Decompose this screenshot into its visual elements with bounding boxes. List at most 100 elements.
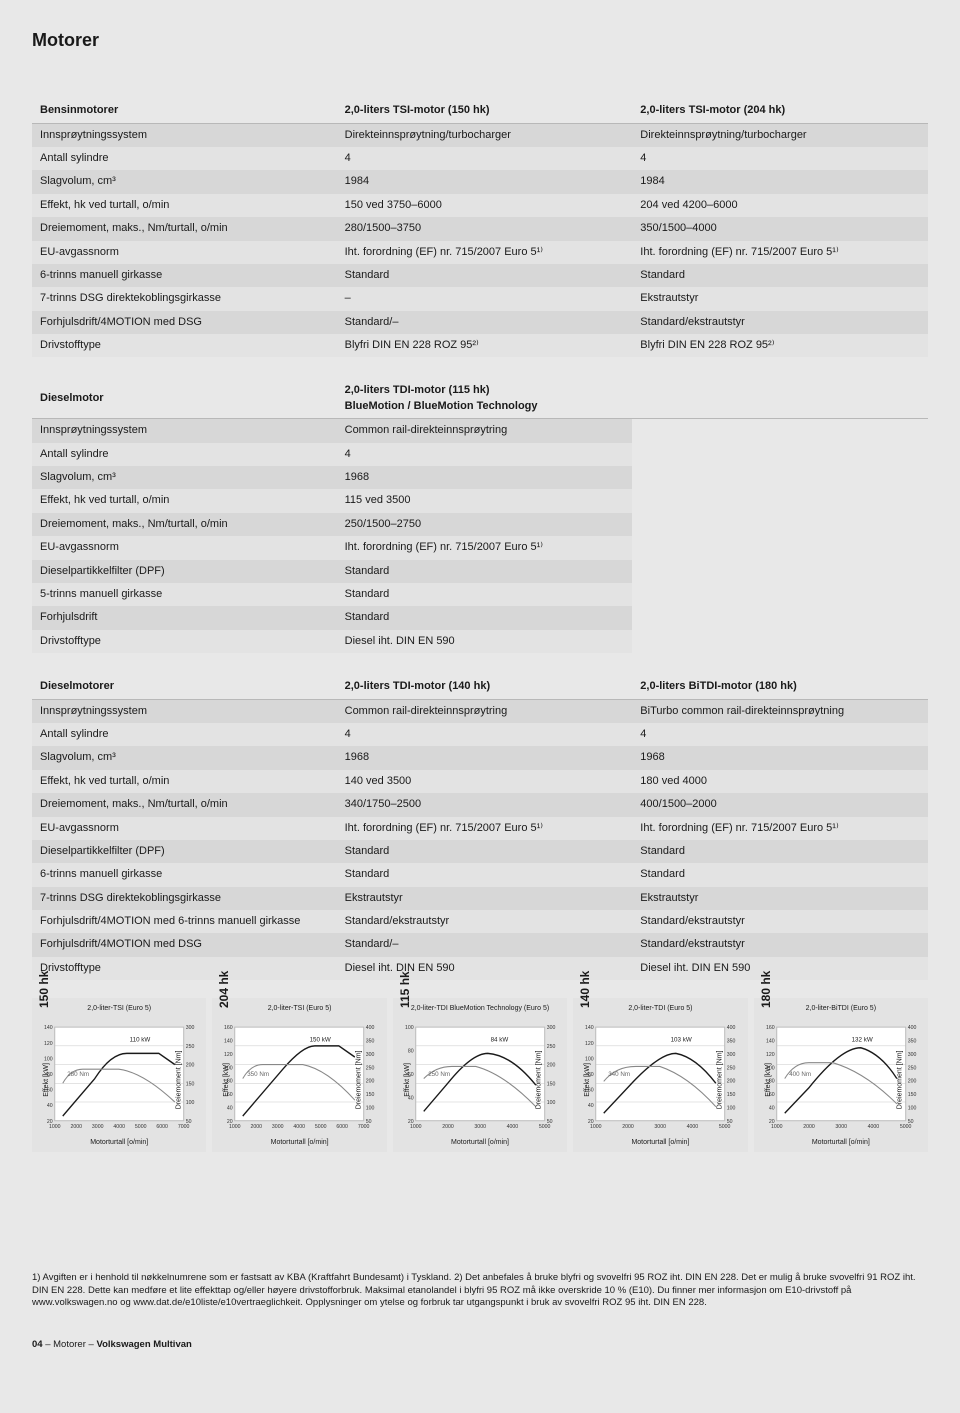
svg-text:1000: 1000 bbox=[229, 1124, 241, 1130]
svg-text:4000: 4000 bbox=[113, 1124, 125, 1130]
table-header-label: Dieselmotorer bbox=[32, 671, 337, 699]
chart-hk-label: 140 hk bbox=[577, 971, 594, 1008]
svg-text:140: 140 bbox=[44, 1025, 53, 1031]
svg-text:5000: 5000 bbox=[719, 1124, 731, 1130]
svg-text:100: 100 bbox=[727, 1105, 736, 1111]
spec-value: Standard bbox=[632, 863, 928, 886]
chart-hk-label: 180 hk bbox=[758, 971, 775, 1008]
spec-label: 7-trinns DSG direktekoblingsgirkasse bbox=[32, 287, 337, 310]
page-title: Motorer bbox=[32, 28, 928, 53]
svg-text:4000: 4000 bbox=[294, 1124, 306, 1130]
svg-text:340 Nm: 340 Nm bbox=[608, 1071, 630, 1078]
svg-text:3000: 3000 bbox=[835, 1124, 847, 1130]
spec-value: Standard bbox=[337, 863, 633, 886]
spec-label: Forhjulsdrift/4MOTION med 6-trinns manue… bbox=[32, 910, 337, 933]
spec-label: Effekt, hk ved turtall, o/min bbox=[32, 770, 337, 793]
svg-text:250: 250 bbox=[547, 1044, 556, 1050]
spec-value: Ekstrautstyr bbox=[632, 887, 928, 910]
spec-value bbox=[632, 513, 928, 536]
chart-ylabel-left: Effekt [kW] bbox=[764, 1063, 774, 1097]
svg-text:100: 100 bbox=[585, 1056, 594, 1062]
spec-label: EU-avgassnorm bbox=[32, 817, 337, 840]
spec-value: 204 ved 4200–6000 bbox=[632, 194, 928, 217]
spec-value bbox=[632, 606, 928, 629]
svg-text:150: 150 bbox=[907, 1092, 916, 1098]
svg-text:6000: 6000 bbox=[337, 1124, 349, 1130]
svg-text:100: 100 bbox=[907, 1105, 916, 1111]
spec-value: 180 ved 4000 bbox=[632, 770, 928, 793]
table-header-label: Bensinmotorer bbox=[32, 95, 337, 123]
table-header-col: 2,0-liters TDI-motor (115 hk) BlueMotion… bbox=[337, 375, 633, 418]
spec-value: Standard bbox=[337, 583, 633, 606]
svg-text:250 Nm: 250 Nm bbox=[428, 1071, 450, 1078]
spec-value: 4 bbox=[337, 147, 633, 170]
spec-value: 400/1500–2000 bbox=[632, 793, 928, 816]
chart-panel: 115 hk2,0-liter-TDI BlueMotion Technolog… bbox=[393, 998, 567, 1152]
spec-value: Blyfri DIN EN 228 ROZ 95²⁾ bbox=[632, 334, 928, 357]
svg-text:150: 150 bbox=[366, 1092, 375, 1098]
svg-text:140: 140 bbox=[585, 1025, 594, 1031]
svg-text:132 kW: 132 kW bbox=[851, 1037, 872, 1044]
svg-text:2000: 2000 bbox=[70, 1124, 82, 1130]
spec-label: Forhjulsdrift bbox=[32, 606, 337, 629]
spec-value: 140 ved 3500 bbox=[337, 770, 633, 793]
svg-text:1000: 1000 bbox=[410, 1124, 422, 1130]
spec-label: Innsprøytningssystem bbox=[32, 123, 337, 147]
svg-text:110 kW: 110 kW bbox=[130, 1037, 151, 1044]
svg-text:40: 40 bbox=[47, 1103, 53, 1109]
spec-value: Standard bbox=[337, 560, 633, 583]
spec-value: Direkteinnsprøytning/turbocharger bbox=[337, 123, 633, 147]
table-header-col: 2,0-liters BiTDI-motor (180 hk) bbox=[632, 671, 928, 699]
spec-value: 250/1500–2750 bbox=[337, 513, 633, 536]
svg-text:6000: 6000 bbox=[156, 1124, 168, 1130]
svg-text:400: 400 bbox=[907, 1025, 916, 1031]
svg-text:2000: 2000 bbox=[442, 1124, 454, 1130]
spec-value: Iht. forordning (EF) nr. 715/2007 Euro 5… bbox=[632, 241, 928, 264]
spec-value: 4 bbox=[632, 147, 928, 170]
spec-label: Antall sylindre bbox=[32, 723, 337, 746]
chart-ylabel-right: Dreiemoment [Nm] bbox=[174, 1051, 184, 1110]
svg-text:1000: 1000 bbox=[771, 1124, 783, 1130]
svg-text:200: 200 bbox=[186, 1063, 195, 1069]
spec-value: Standard/– bbox=[337, 933, 633, 956]
spec-value: Standard bbox=[337, 606, 633, 629]
svg-text:300: 300 bbox=[907, 1052, 916, 1058]
spec-value: Common rail-direkteinnsprøytring bbox=[337, 699, 633, 723]
svg-text:150: 150 bbox=[186, 1081, 195, 1087]
table-header-col: 2,0-liters TSI-motor (204 hk) bbox=[632, 95, 928, 123]
chart-ylabel-right: Dreiemoment [Nm] bbox=[535, 1051, 545, 1110]
svg-text:160: 160 bbox=[224, 1025, 233, 1031]
svg-text:200: 200 bbox=[907, 1079, 916, 1085]
spec-value bbox=[632, 536, 928, 559]
spec-value: Blyfri DIN EN 228 ROZ 95²⁾ bbox=[337, 334, 633, 357]
spec-label: Slagvolum, cm³ bbox=[32, 746, 337, 769]
spec-value: Iht. forordning (EF) nr. 715/2007 Euro 5… bbox=[337, 536, 633, 559]
svg-text:7000: 7000 bbox=[178, 1124, 190, 1130]
table-diesel-140-180: Dieselmotorer2,0-liters TDI-motor (140 h… bbox=[32, 671, 928, 980]
svg-text:350: 350 bbox=[907, 1039, 916, 1045]
table-diesel-115: Dieselmotor2,0-liters TDI-motor (115 hk)… bbox=[32, 375, 928, 653]
spec-value: 4 bbox=[337, 723, 633, 746]
chart-ylabel-left: Effekt [kW] bbox=[403, 1063, 413, 1097]
spec-value: BiTurbo common rail-direkteinnsprøytning bbox=[632, 699, 928, 723]
svg-text:2000: 2000 bbox=[622, 1124, 634, 1130]
chart-ylabel-right: Dreiemoment [Nm] bbox=[355, 1051, 365, 1110]
svg-text:2000: 2000 bbox=[803, 1124, 815, 1130]
table-header-col: 2,0-liters TSI-motor (150 hk) bbox=[337, 95, 633, 123]
spec-value: 115 ved 3500 bbox=[337, 489, 633, 512]
svg-text:400 Nm: 400 Nm bbox=[789, 1071, 811, 1078]
svg-text:150 kW: 150 kW bbox=[310, 1037, 331, 1044]
svg-text:140: 140 bbox=[224, 1039, 233, 1045]
spec-value: 150 ved 3750–6000 bbox=[337, 194, 633, 217]
spec-value: Standard/ekstrautstyr bbox=[632, 933, 928, 956]
chart-ylabel-left: Effekt [kW] bbox=[222, 1063, 232, 1097]
chart-ylabel-right: Dreiemoment [Nm] bbox=[715, 1051, 725, 1110]
spec-label: Dreiemoment, maks., Nm/turtall, o/min bbox=[32, 217, 337, 240]
svg-text:5000: 5000 bbox=[135, 1124, 147, 1130]
spec-value: Direkteinnsprøytning/turbocharger bbox=[632, 123, 928, 147]
spec-value: Iht. forordning (EF) nr. 715/2007 Euro 5… bbox=[337, 817, 633, 840]
spec-value: Iht. forordning (EF) nr. 715/2007 Euro 5… bbox=[632, 817, 928, 840]
spec-value: 1984 bbox=[632, 170, 928, 193]
spec-value: Standard/ekstrautstyr bbox=[632, 311, 928, 334]
spec-value bbox=[632, 583, 928, 606]
